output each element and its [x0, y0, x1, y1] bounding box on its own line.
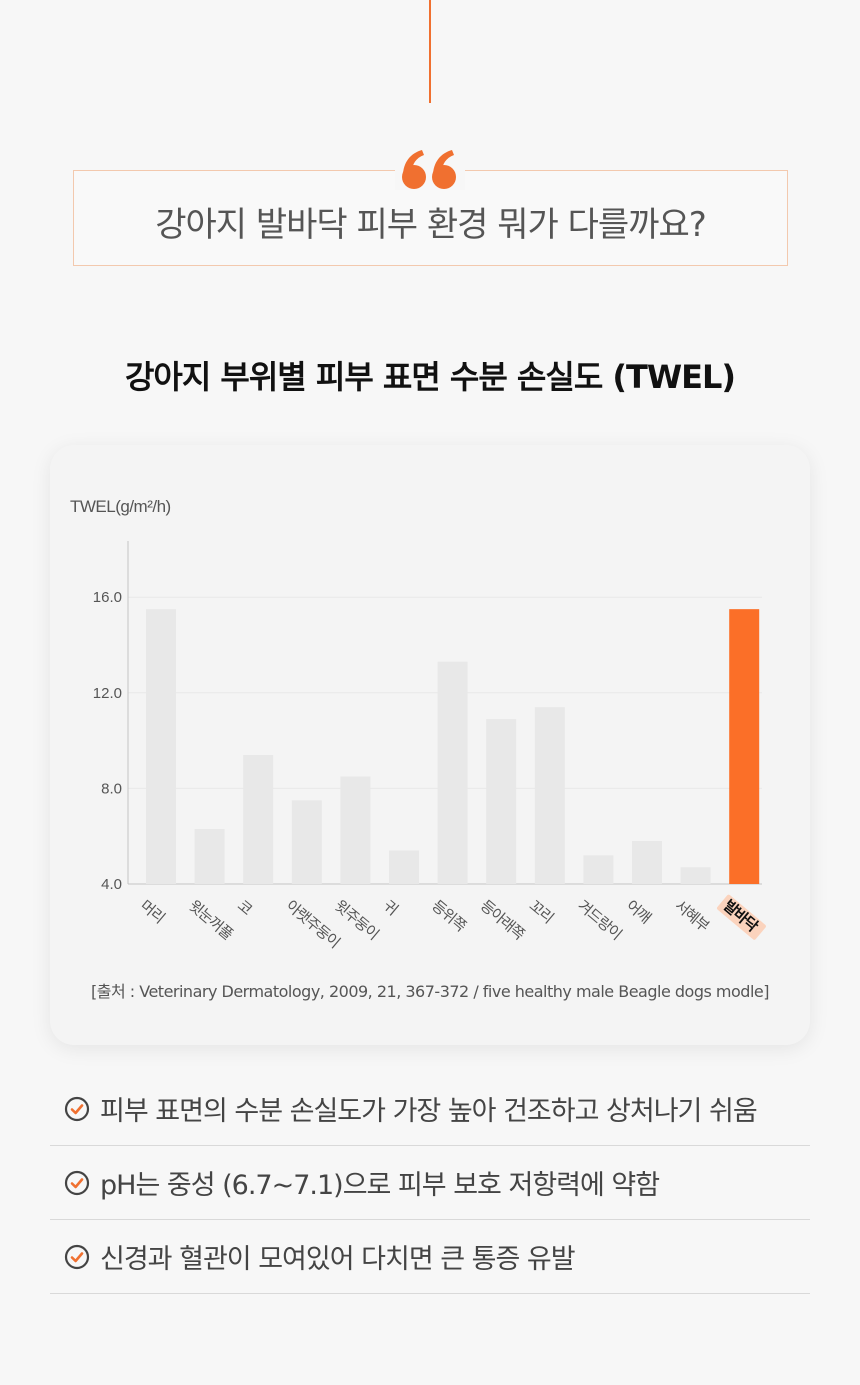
bar	[632, 840, 662, 884]
x-tick-label: 어깨	[623, 896, 654, 926]
question-text: 강아지 발바닥 피부 환경 뭐가 다를까요?	[155, 205, 707, 245]
chart-card: TWEL(g/m²/h) 4.0 8.0 12.0 16.0 머리 윗눈꺼풀 코 아랫주둥이 윗주…	[50, 445, 810, 1045]
x-tick-label: 꼬리	[526, 896, 557, 926]
bar	[534, 707, 565, 884]
y-tick-label: 16.0	[93, 589, 122, 606]
x-tick-label: 서혜부	[671, 896, 713, 935]
chart-title: 강아지 부위별 피부 표면 수분 손실도 (TWEL)	[124, 358, 736, 396]
y-tick-label: 12.0	[93, 685, 122, 702]
list-item-text: 신경과 혈관이 모여있어 다치면 큰 통증 유발	[100, 1244, 576, 1275]
bar	[729, 609, 760, 884]
feature-list: 피부 표면의 수분 손실도가 가장 높아 건조하고 상처나기 쉬움 pH는 중성…	[50, 1072, 810, 1294]
bar	[389, 850, 419, 884]
check-circle-icon	[64, 1244, 90, 1269]
list-item: pH는 중성 (6.7~7.1)으로 피부 보호 저항력에 약함	[50, 1146, 810, 1220]
x-tick-label: 아랫주둥이	[283, 896, 344, 951]
x-tick-label: 등아래쪽	[477, 896, 529, 943]
bar	[243, 754, 274, 884]
bar	[146, 609, 176, 884]
check-circle-icon	[64, 1170, 90, 1195]
y-tick-label: 8.0	[101, 780, 122, 797]
bar	[680, 867, 711, 884]
top-divider-line	[429, 0, 431, 103]
list-item: 신경과 혈관이 모여있어 다치면 큰 통증 유발	[50, 1220, 810, 1294]
x-tick-label: 등위쪽	[428, 896, 470, 935]
list-item: 피부 표면의 수분 손실도가 가장 높아 건조하고 상처나기 쉬움	[50, 1072, 810, 1146]
y-tick-label: 4.0	[101, 876, 122, 893]
bar	[194, 829, 225, 884]
quote-mark-icon	[395, 148, 465, 190]
x-tick-label: 윗눈꺼풀	[185, 896, 236, 943]
check-circle-icon	[64, 1096, 90, 1121]
bar	[437, 661, 468, 884]
list-item-text: pH는 중성 (6.7~7.1)으로 피부 보호 저항력에 약함	[100, 1170, 660, 1201]
y-axis-label: TWEL(g/m²/h)	[70, 497, 171, 516]
x-tick-label: 귀	[380, 896, 401, 918]
source-citation: [출처 : Veterinary Dermatology, 2009, 21, …	[91, 982, 769, 1001]
x-tick-label: 겨드랑이	[574, 896, 625, 943]
x-tick-label: 머리	[137, 896, 168, 926]
bar	[583, 855, 614, 884]
bar	[486, 719, 517, 884]
x-tick-label: 코	[234, 896, 256, 918]
list-item-text: 피부 표면의 수분 손실도가 가장 높아 건조하고 상처나기 쉬움	[100, 1096, 758, 1127]
bar	[340, 776, 371, 884]
bar	[291, 800, 322, 884]
highlight-label-bg	[717, 894, 766, 940]
